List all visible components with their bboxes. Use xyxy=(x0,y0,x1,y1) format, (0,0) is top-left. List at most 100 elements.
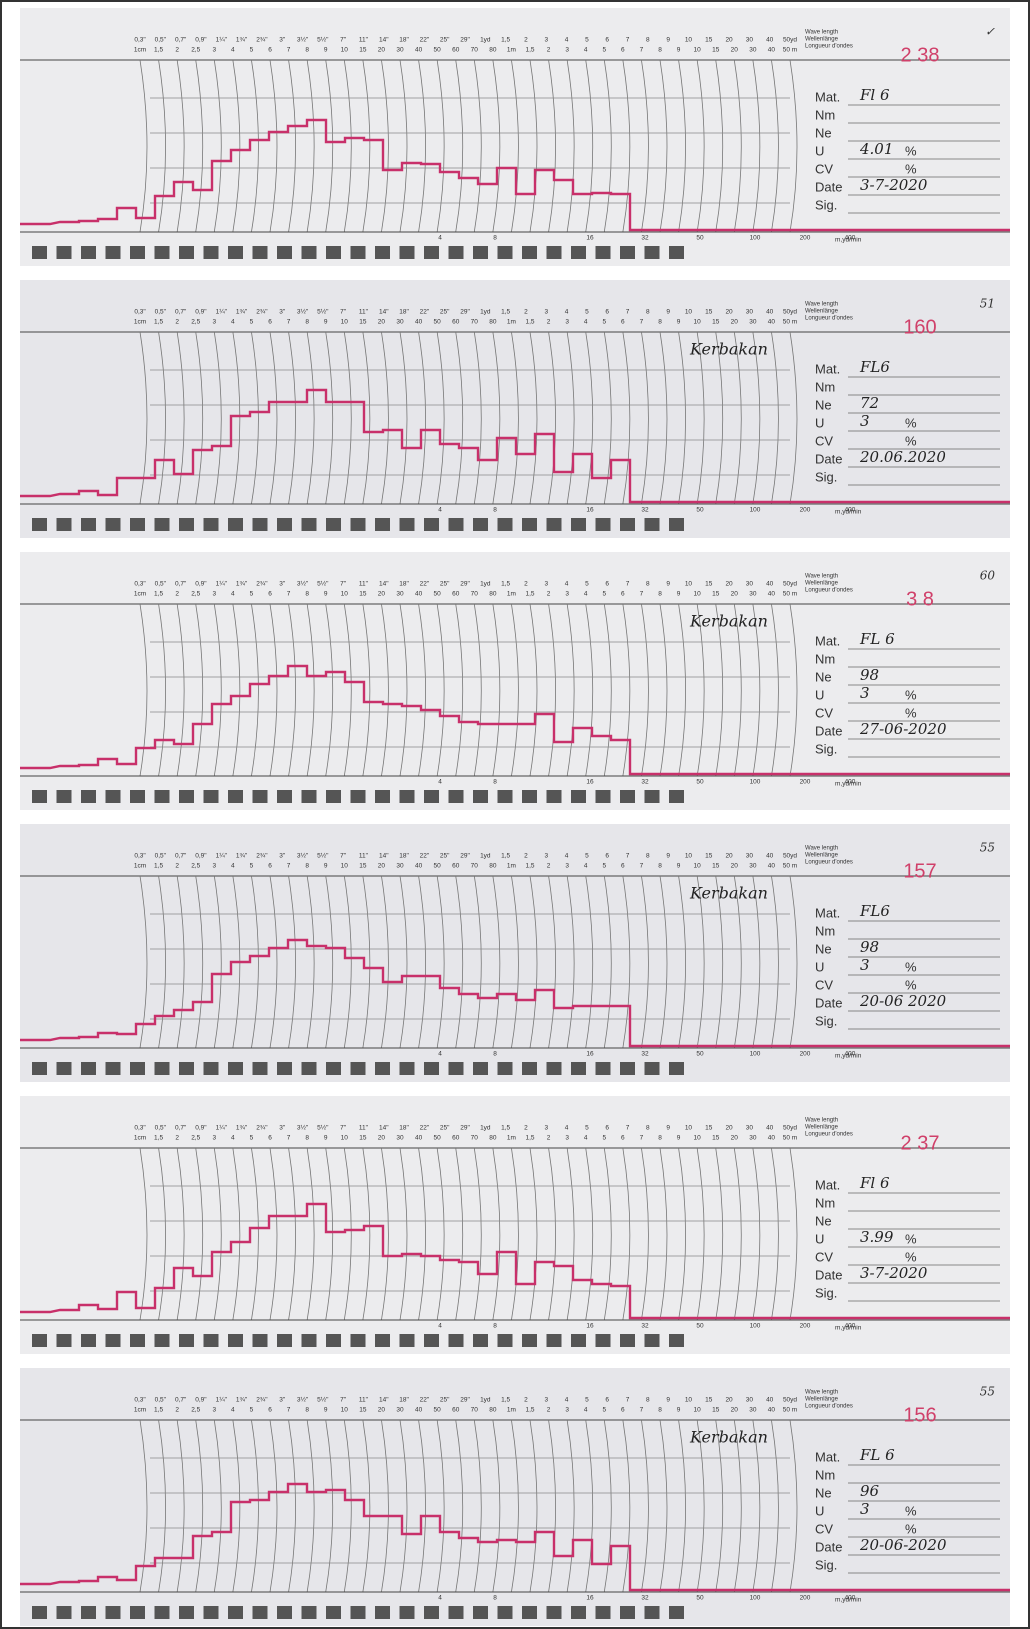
scale-label: 1¾" xyxy=(236,1125,248,1132)
scale-label: 5 xyxy=(585,309,589,316)
scale-label: 5 xyxy=(585,1125,589,1132)
timing-block xyxy=(620,790,635,803)
grid-arc xyxy=(789,1419,798,1593)
scale-label: 50yd xyxy=(783,37,797,44)
scale-label: 1,5 xyxy=(525,47,534,54)
scale-label: 15 xyxy=(705,853,713,860)
scale-label: 1,5 xyxy=(154,47,163,54)
scale-label: 3 xyxy=(544,1125,548,1132)
scale-label: 1yd xyxy=(480,1397,491,1404)
timing-block xyxy=(81,246,96,259)
scale-label: 50yd xyxy=(783,853,797,860)
scale-label: 15 xyxy=(359,47,367,54)
spectrogram-trace xyxy=(20,1482,1010,1592)
timing-block xyxy=(105,1334,121,1347)
legend-text: Longueur d'ondes xyxy=(805,860,853,866)
scale-label: 18" xyxy=(399,1125,409,1132)
scale-label: 9 xyxy=(666,309,670,316)
legend-text: Longueur d'ondes xyxy=(805,1132,853,1138)
scale-label: 15 xyxy=(359,863,367,870)
scale-label: 7 xyxy=(287,1135,291,1142)
grid-arc xyxy=(678,1147,686,1321)
timing-block xyxy=(546,246,562,259)
scale-label: 9 xyxy=(666,1397,670,1404)
scale-label: 11" xyxy=(359,309,369,316)
scale-label: 14" xyxy=(379,853,389,860)
form-label: Ne xyxy=(815,125,832,140)
scale-label: 29" xyxy=(460,37,470,44)
timing-block xyxy=(669,1606,684,1619)
scale-label: 7" xyxy=(340,853,347,860)
grid-arc xyxy=(492,59,501,233)
scale-label: 1,5 xyxy=(501,1397,510,1404)
timing-block xyxy=(56,1334,72,1347)
strip-number: 160 xyxy=(903,316,936,338)
handwritten-value: 27-06-2020 xyxy=(859,720,947,738)
grid-arc xyxy=(548,875,556,1049)
speed-unit: m,yd/min xyxy=(835,1597,862,1604)
grid-arc xyxy=(566,1147,575,1321)
timing-block xyxy=(81,1062,96,1075)
grid-arc xyxy=(455,875,464,1049)
timing-block xyxy=(669,1334,684,1347)
speed-mark: 32 xyxy=(641,1595,649,1602)
timing-block xyxy=(252,1606,268,1619)
grid-arc xyxy=(176,59,185,233)
scale-label: 2¾" xyxy=(256,853,268,860)
timing-block xyxy=(105,1062,121,1075)
scale-label: 30 xyxy=(746,581,754,588)
grid-arc xyxy=(362,603,371,777)
grid-arc xyxy=(455,1419,464,1593)
scale-label: 29" xyxy=(460,853,470,860)
speed-mark: 50 xyxy=(696,1051,704,1058)
scale-label: 9 xyxy=(324,47,328,54)
grid-arc xyxy=(325,1147,334,1321)
scale-label: 14" xyxy=(379,581,389,588)
scale-label: 22" xyxy=(420,309,430,316)
corner-mark: 55 xyxy=(980,841,995,855)
scale-label: 7" xyxy=(340,309,347,316)
form-label: Mat. xyxy=(815,361,840,376)
scale-label: 3½" xyxy=(297,1124,309,1132)
scale-label: 3 xyxy=(212,319,216,326)
timing-block xyxy=(571,1062,586,1075)
scale-label: 70 xyxy=(471,1407,479,1414)
timing-block xyxy=(32,1334,47,1347)
handwritten-value: 4.01 xyxy=(859,140,893,158)
timing-block xyxy=(522,1606,537,1619)
grid-arc xyxy=(362,1147,371,1321)
timing-block xyxy=(56,246,72,259)
speed-unit: m,yd/min xyxy=(835,237,862,244)
grid-arc xyxy=(622,59,631,233)
grid-arc xyxy=(641,331,649,505)
scale-label: 60 xyxy=(452,319,460,326)
timing-block xyxy=(620,1062,635,1075)
timing-block xyxy=(546,518,562,531)
grid-arc xyxy=(213,1419,222,1593)
timing-block xyxy=(301,518,317,531)
scale-label: 0,3" xyxy=(134,309,146,316)
timing-block xyxy=(252,518,268,531)
speed-mark: 16 xyxy=(586,1323,594,1330)
scale-label: 29" xyxy=(460,581,470,588)
scale-label: 1cm xyxy=(134,863,146,870)
grid-arc xyxy=(622,1147,631,1321)
handwritten-note: Kerbakan xyxy=(689,1428,768,1447)
scale-label: 7" xyxy=(340,581,347,588)
scale-label: 6 xyxy=(621,863,625,870)
grid-arc xyxy=(585,875,594,1049)
timing-block xyxy=(497,1606,513,1619)
timing-block xyxy=(448,1606,464,1619)
scale-label: 3 xyxy=(565,47,569,54)
timing-block xyxy=(399,1334,415,1347)
timing-block xyxy=(375,790,390,803)
scale-label: 80 xyxy=(489,591,497,598)
scale-label: 0,5" xyxy=(155,581,167,588)
scale-label: 40 xyxy=(768,591,776,598)
speed-mark: 400 xyxy=(845,1323,856,1330)
timing-block xyxy=(130,1606,145,1619)
timing-block xyxy=(277,246,292,259)
timing-block xyxy=(424,790,439,803)
spectrogram-trace xyxy=(20,938,1010,1048)
scale-label: 50 m xyxy=(783,591,797,598)
